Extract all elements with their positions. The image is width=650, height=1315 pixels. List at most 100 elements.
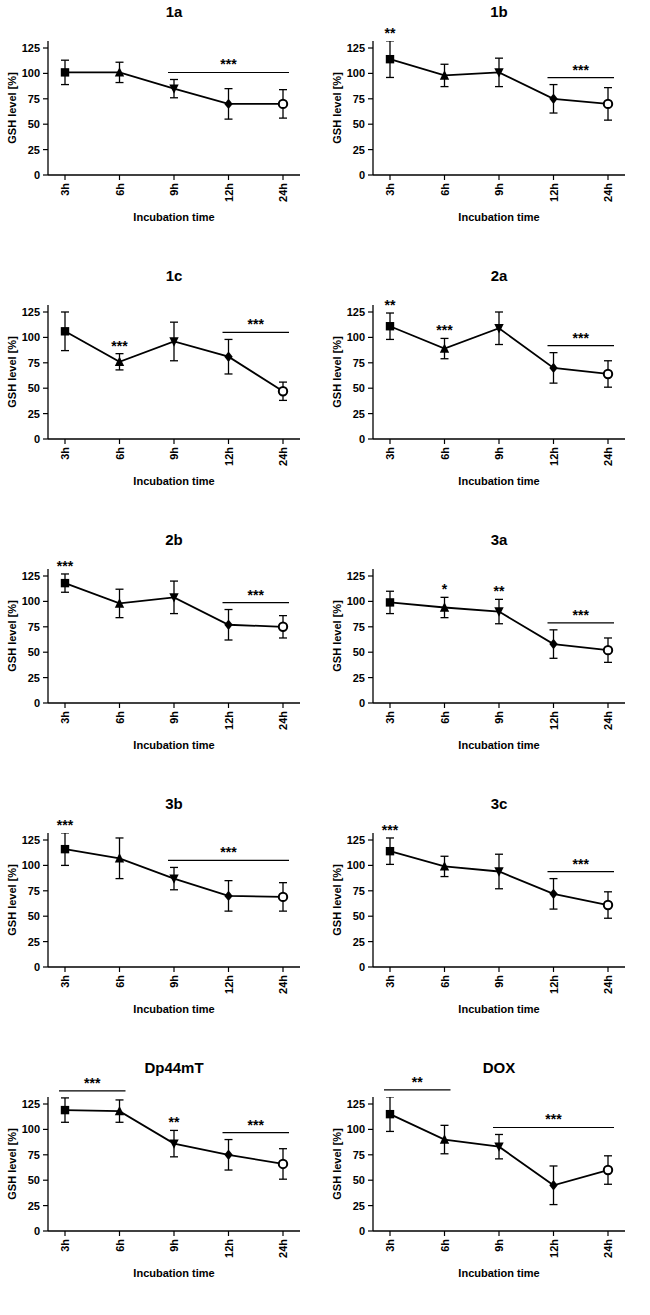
significance: *** — [111, 338, 128, 354]
y-tick-label: 75 — [28, 93, 40, 105]
significance: *** — [573, 856, 590, 872]
x-tick-label: 6h — [439, 975, 451, 988]
marker — [494, 1142, 503, 1151]
title: 2a — [491, 267, 508, 284]
significance: ** — [494, 583, 505, 599]
error-bar — [61, 312, 69, 351]
error-bar — [279, 1149, 287, 1179]
error-bar — [441, 338, 449, 358]
y-tick-label: 25 — [28, 1200, 40, 1212]
x-axis-label: Incubation time — [458, 739, 539, 751]
y-tick-label: 125 — [22, 834, 40, 846]
x-tick-label: 12h — [223, 711, 235, 730]
marker — [279, 893, 287, 901]
error-bar — [386, 591, 394, 613]
y-tick — [43, 124, 48, 125]
panel: 3aGSH level [%]02550751001253h6h9h12h24h… — [331, 531, 625, 751]
y-tick — [43, 890, 48, 891]
y-tick — [368, 47, 373, 48]
x-tick-label: 24h — [277, 711, 289, 730]
x-tick — [444, 1231, 445, 1236]
marker — [440, 602, 449, 611]
error-bar — [441, 856, 449, 876]
marker — [440, 1134, 449, 1143]
marker — [494, 867, 503, 876]
y-tick — [368, 1230, 373, 1231]
x-tick-label: 6h — [114, 1239, 126, 1252]
error-bar — [279, 90, 287, 118]
y-tick — [368, 362, 373, 363]
y-axis-label: GSH level [%] — [331, 1128, 343, 1200]
x-tick-label: 24h — [602, 975, 614, 994]
y-tick-label: 125 — [347, 1098, 365, 1110]
error-bar — [441, 1125, 449, 1153]
marker — [169, 84, 178, 93]
x-tick-label: 6h — [114, 447, 126, 460]
y-tick — [43, 438, 48, 439]
x-tick-label: 3h — [384, 711, 396, 724]
y-tick — [43, 966, 48, 967]
marker — [115, 853, 124, 862]
y-tick-label: 75 — [353, 621, 365, 633]
y-axis — [372, 833, 373, 967]
y-tick — [43, 702, 48, 703]
error-bar — [495, 312, 503, 345]
x-tick — [282, 175, 283, 180]
error-bar — [61, 60, 69, 84]
y-tick — [368, 413, 373, 414]
significance: *** — [220, 844, 237, 860]
error-bar — [550, 85, 558, 113]
x-tick — [64, 1231, 65, 1236]
panel: 1aGSH level [%]02550751001253h6h9h12h24h… — [6, 3, 300, 223]
error-bar — [170, 322, 178, 361]
significance: *** — [382, 822, 399, 838]
marker — [279, 387, 287, 395]
marker — [386, 598, 394, 606]
x-tick-label: 9h — [168, 183, 180, 196]
y-tick — [43, 839, 48, 840]
y-axis — [372, 41, 373, 175]
y-tick — [368, 652, 373, 653]
x-tick — [173, 967, 174, 972]
x-tick-label: 6h — [114, 711, 126, 724]
y-axis-label: GSH level [%] — [331, 72, 343, 144]
significance: *** — [248, 1117, 265, 1133]
x-tick — [389, 439, 390, 444]
y-axis-label: GSH level [%] — [6, 72, 18, 144]
y-tick-label: 75 — [353, 1149, 365, 1161]
y-tick-label: 75 — [28, 885, 40, 897]
x-tick — [498, 967, 499, 972]
plot-area — [61, 60, 287, 119]
x-tick — [282, 439, 283, 444]
x-tick — [498, 175, 499, 180]
x-tick-label: 6h — [439, 447, 451, 460]
x-tick — [389, 967, 390, 972]
x-tick — [228, 967, 229, 972]
y-axis — [372, 569, 373, 703]
y-tick — [368, 149, 373, 150]
x-tick-label: 12h — [223, 447, 235, 466]
error-bar — [170, 581, 178, 614]
marker — [61, 68, 69, 76]
panel: 1cGSH level [%]02550751001253h6h9h12h24h… — [6, 267, 300, 487]
x-axis-label: Incubation time — [133, 739, 214, 751]
error-bar — [170, 79, 178, 97]
marker — [549, 639, 557, 649]
x-tick-label: 12h — [223, 1239, 235, 1258]
x-tick-label: 12h — [223, 183, 235, 202]
y-axis-label: GSH level [%] — [331, 336, 343, 408]
x-tick-label: 9h — [493, 1239, 505, 1252]
x-tick — [553, 703, 554, 708]
x-tick-label: 6h — [114, 183, 126, 196]
marker — [604, 1166, 612, 1174]
marker — [440, 861, 449, 870]
y-tick — [368, 1205, 373, 1206]
y-tick — [368, 941, 373, 942]
error-bar — [116, 354, 124, 370]
y-tick-label: 50 — [28, 382, 40, 394]
significance: * — [442, 581, 448, 597]
y-tick-label: 125 — [22, 306, 40, 318]
x-tick — [228, 439, 229, 444]
x-tick — [553, 439, 554, 444]
x-tick-label: 6h — [114, 975, 126, 988]
